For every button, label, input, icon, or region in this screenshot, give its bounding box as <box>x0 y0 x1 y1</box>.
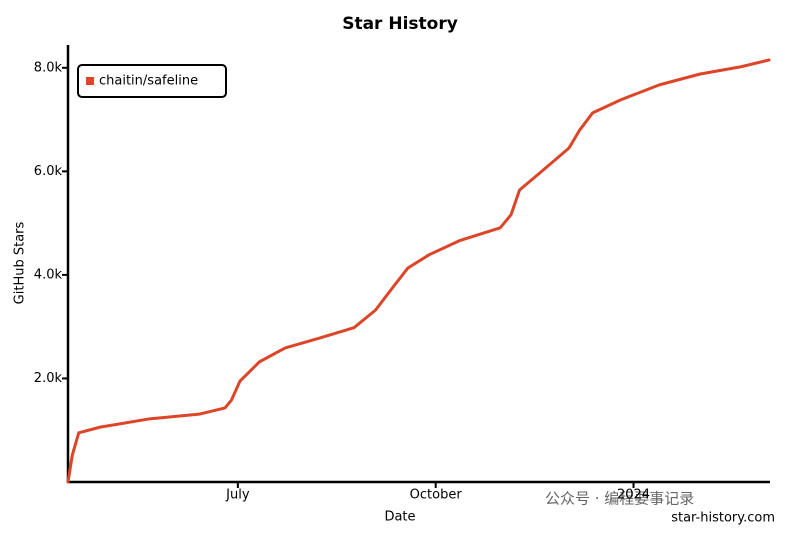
series-line <box>66 58 771 484</box>
overlay-watermark: 公众号 · 编程要事记录 <box>545 490 694 508</box>
x-tick-label: 2024 <box>617 488 650 503</box>
legend-swatch <box>86 77 94 85</box>
y-tick-label: 4.0k <box>34 267 63 282</box>
legend-label: chaitin/safeline <box>99 74 198 89</box>
y-axis-label: GitHub Stars <box>13 221 28 304</box>
y-tick-label: 6.0k <box>34 164 63 179</box>
y-tick-label: 2.0k <box>34 371 63 386</box>
x-tick-label: October <box>410 488 463 503</box>
legend-box <box>77 64 227 98</box>
y-tick-label: 8.0k <box>34 60 63 75</box>
x-tick-label: July <box>225 488 250 503</box>
watermark: star-history.com <box>671 511 775 526</box>
x-axis-label: Date <box>384 510 415 525</box>
chart-title: Star History <box>342 14 458 34</box>
